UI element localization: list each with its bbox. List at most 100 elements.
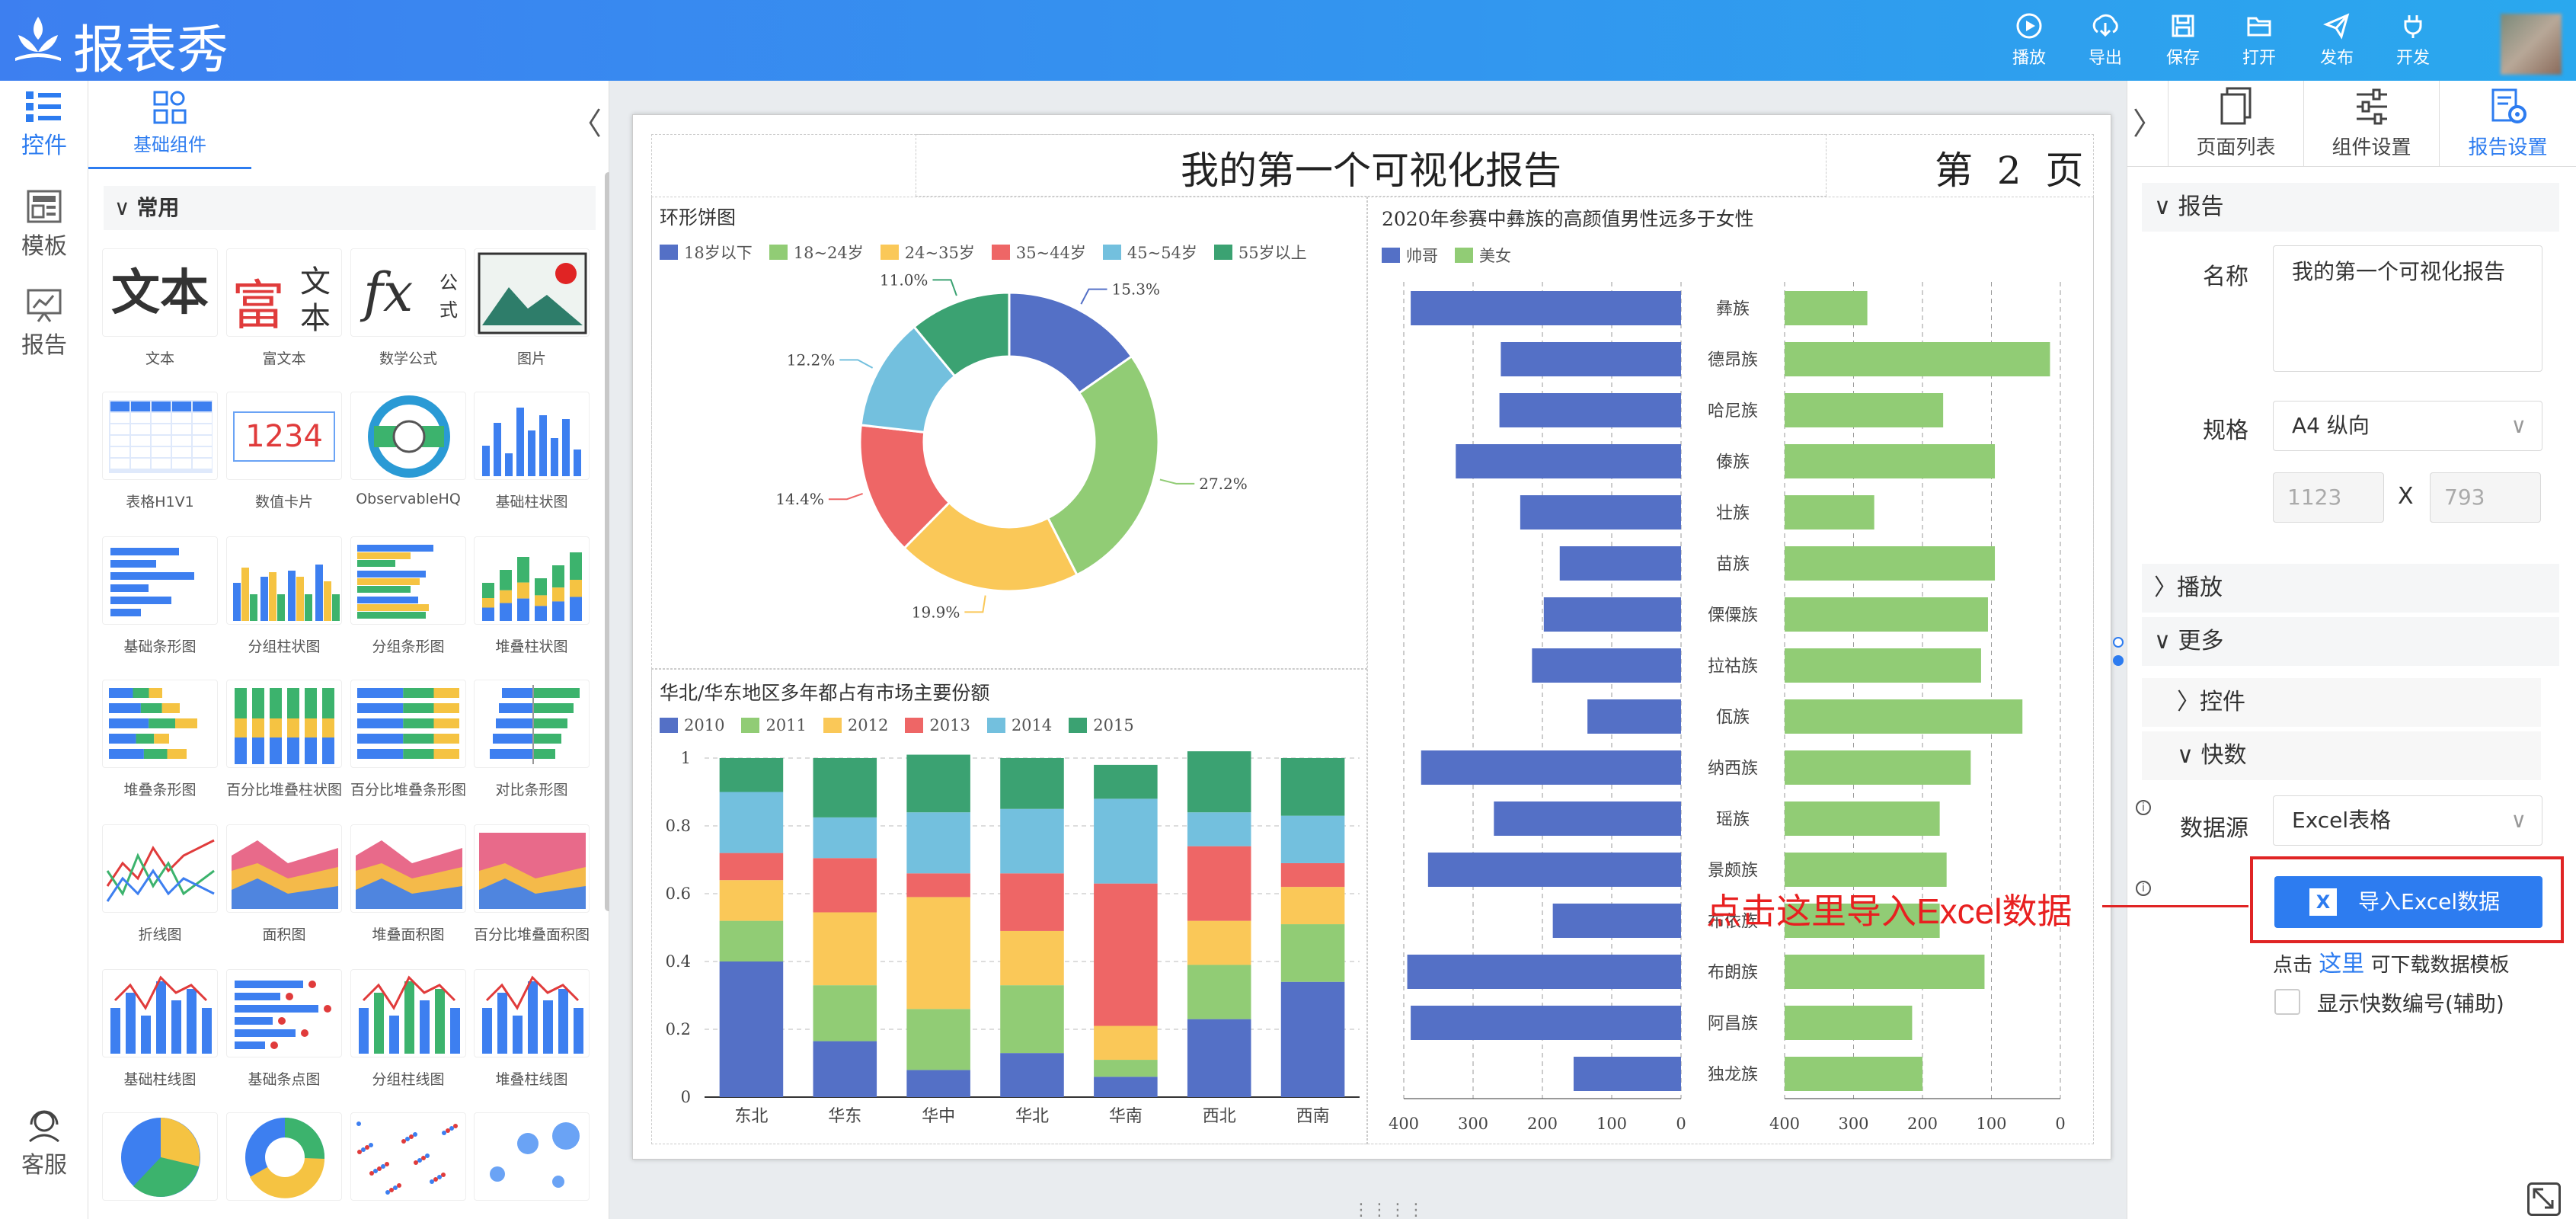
tab-basic-widgets[interactable]: 基础组件 (88, 81, 251, 169)
widget-stacked-bar-line-chart[interactable]: 堆叠柱线图 (474, 969, 590, 1089)
legend-item[interactable]: 帅哥 (1382, 244, 1438, 267)
show-quick-number-checkbox[interactable] (2274, 989, 2300, 1015)
female-bar[interactable] (1785, 1057, 1922, 1091)
male-bar[interactable] (1520, 495, 1681, 530)
widget-rich-text[interactable]: 富文本富文本 (226, 248, 342, 368)
female-bar[interactable] (1785, 546, 1996, 581)
stack-bar-segment[interactable] (719, 792, 784, 853)
tab-report-settings[interactable]: 报告设置 (2439, 81, 2576, 166)
palette-scrollbar[interactable] (605, 172, 612, 911)
female-bar[interactable] (1785, 291, 1868, 325)
toolbar-button-plug[interactable]: 开发 (2383, 12, 2443, 69)
tab-page-list[interactable]: 页面列表 (2168, 81, 2303, 166)
stack-bar-segment[interactable] (1187, 812, 1251, 846)
stack-bar-segment[interactable] (813, 985, 877, 1041)
stack-bar-segment[interactable] (719, 920, 784, 961)
widget-pie-chart[interactable] (102, 1112, 218, 1201)
stack-bar-segment[interactable] (719, 758, 784, 792)
customer-service-button[interactable]: 客服 (0, 1106, 88, 1179)
toolbar-button-send[interactable]: 发布 (2306, 12, 2367, 69)
widget-bubble-chart[interactable] (474, 1112, 590, 1201)
report-title[interactable]: 我的第一个可视化报告 (1181, 149, 1561, 193)
stack-bar-segment[interactable] (1280, 924, 1345, 982)
stack-bar-segment[interactable] (1187, 965, 1251, 1019)
stack-bar-segment[interactable] (813, 758, 877, 817)
widget-percent-stacked-bar-chart[interactable]: 百分比堆叠条形图 (350, 680, 466, 799)
expand-panel-button[interactable]: 〉 (2133, 107, 2163, 142)
widget-text[interactable]: 文本 文本 (102, 248, 218, 368)
female-bar[interactable] (1785, 1006, 1913, 1040)
stack-bar-segment[interactable] (1280, 862, 1345, 888)
stack-bar-segment[interactable] (1000, 985, 1064, 1054)
female-bar[interactable] (1785, 853, 1947, 887)
stack-bar-segment[interactable] (813, 1041, 877, 1097)
stack-bar-segment[interactable] (1000, 873, 1064, 931)
download-template-link[interactable]: 这里 (2319, 951, 2365, 977)
legend-item[interactable]: 45~54岁 (1102, 241, 1197, 264)
female-bar[interactable] (1785, 699, 2023, 734)
female-bar[interactable] (1785, 393, 1944, 427)
stack-bar-segment[interactable] (1094, 1025, 1158, 1061)
resize-handle[interactable] (2113, 637, 2124, 648)
male-bar[interactable] (1573, 1057, 1681, 1091)
section-more[interactable]: ∨ 更多 (2142, 617, 2559, 666)
stack-bar-segment[interactable] (719, 853, 784, 881)
stack-bar-segment[interactable] (719, 961, 784, 1097)
male-bar[interactable] (1407, 955, 1681, 989)
stack-bar-segment[interactable] (1094, 1060, 1158, 1077)
widget-scatter-chart[interactable] (350, 1112, 466, 1201)
widget-grouped-column-chart[interactable]: 分组柱状图 (226, 536, 342, 656)
stack-bar-segment[interactable] (1000, 758, 1064, 809)
stack-bar-segment[interactable] (813, 858, 877, 913)
report-name-field[interactable]: 我的第一个可视化报告 (2273, 245, 2542, 372)
import-excel-button[interactable]: X 导入Excel数据 (2274, 876, 2542, 928)
legend-item[interactable]: 35~44岁 (991, 241, 1086, 264)
widget-math-formula[interactable]: fx 公式数学公式 (350, 248, 466, 368)
donut-chart[interactable]: 15.3% 27.2% 19.9% 14.4% 12.2% 11.0% (651, 259, 1367, 655)
donut-slice[interactable] (903, 501, 1079, 593)
donut-slice[interactable] (912, 291, 1011, 378)
spec-select[interactable]: A4 纵向 ∨ (2273, 401, 2542, 451)
stack-bar-segment[interactable] (813, 912, 877, 986)
female-bar[interactable] (1785, 444, 1996, 478)
legend-item[interactable]: 55岁以上 (1213, 241, 1307, 264)
widget-comparison-bar-chart[interactable]: 对比条形图 (474, 680, 590, 799)
legend-item[interactable]: 2014 (986, 716, 1052, 734)
widget-stacked-column-chart[interactable]: 堆叠柱状图 (474, 536, 590, 656)
legend-item[interactable]: 24~35岁 (880, 241, 975, 264)
legend-item[interactable]: 18~24岁 (769, 241, 864, 264)
female-bar[interactable] (1785, 597, 1988, 632)
stack-bar-segment[interactable] (1000, 1053, 1064, 1097)
stack-bar-segment[interactable] (906, 1009, 970, 1070)
female-bar[interactable] (1785, 904, 1940, 938)
stack-bar-segment[interactable] (719, 880, 784, 921)
widget-line-chart[interactable]: 折线图 (102, 824, 218, 944)
stack-bar-segment[interactable] (1094, 764, 1158, 799)
male-bar[interactable] (1532, 648, 1681, 683)
stack-bar-segment[interactable] (1187, 751, 1251, 813)
stack-bar-segment[interactable] (1094, 883, 1158, 1026)
drag-grip-icon[interactable]: ⋮⋮⋮⋮ (1353, 1201, 1424, 1219)
info-icon[interactable]: i (2136, 881, 2151, 896)
widget-observablehq[interactable]: ObservableHQ (350, 392, 466, 507)
widget-number-card[interactable]: 1234 数值卡片 (226, 392, 342, 511)
stack-bar-segment[interactable] (1000, 808, 1064, 874)
width-input[interactable]: 1123 (2273, 472, 2384, 523)
female-bar[interactable] (1785, 648, 1981, 683)
male-bar[interactable] (1411, 291, 1681, 325)
widget-grouped-bar-chart[interactable]: 分组条形图 (350, 536, 466, 656)
section-widget[interactable]: 〉控件 (2142, 678, 2541, 727)
stack-bar-segment[interactable] (906, 897, 970, 1009)
male-bar[interactable] (1494, 801, 1681, 836)
nav-item-reports[interactable]: 报告 (0, 288, 88, 360)
mirror-bar-chart[interactable]: 彝族德昂族哈尼族傣族壮族苗族傈僳族拉祜族佤族纳西族瑶族景颇族布依族布朗族阿昌族独… (1367, 267, 2094, 1143)
data-source-select[interactable]: Excel表格 ∨ (2273, 795, 2542, 846)
stack-bar-segment[interactable] (813, 817, 877, 859)
page-number[interactable]: 第 2 页 (1935, 149, 2084, 193)
male-bar[interactable] (1456, 444, 1681, 478)
legend-item[interactable]: 2012 (823, 716, 888, 734)
stack-bar-segment[interactable] (1187, 920, 1251, 965)
stack-bar-segment[interactable] (1280, 887, 1345, 925)
legend-item[interactable]: 2010 (660, 716, 724, 734)
stack-bar-segment[interactable] (906, 1070, 970, 1097)
